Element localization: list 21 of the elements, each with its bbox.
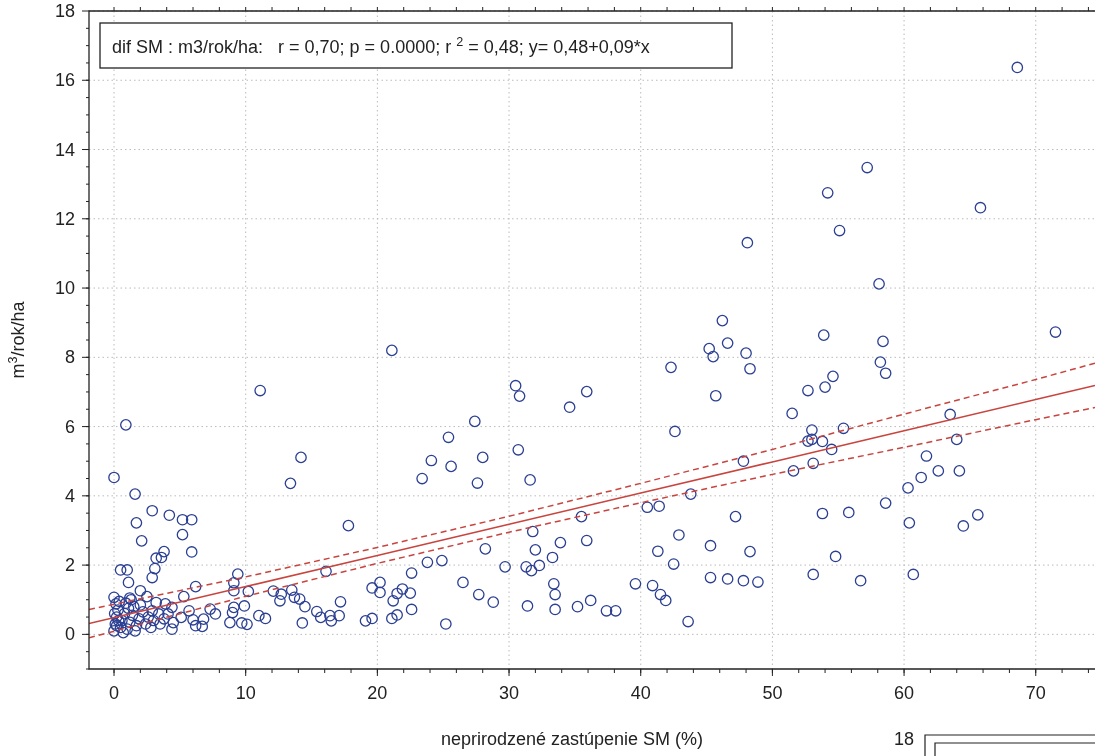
y-tick-label: 6 (64, 416, 75, 437)
x-tick-label: 20 (367, 683, 388, 703)
x-tick-label: 70 (1025, 683, 1046, 703)
y-tick-label: 2 (64, 555, 75, 576)
x-tick-label: 50 (762, 683, 783, 703)
y-tick-label: 18 (54, 1, 75, 21)
x-tick-label: 40 (630, 683, 651, 703)
y-tick-label: 0 (64, 624, 75, 645)
y-tick-label: 8 (64, 347, 75, 368)
y-tick-label: 10 (54, 278, 75, 299)
x-tick-label: 30 (499, 683, 520, 703)
y-tick-label: 4 (64, 485, 75, 506)
x-axis-title: neprirodzené zastúpenie SM (%) (440, 729, 704, 749)
y-tick-label: 16 (54, 70, 75, 91)
x-tick-label: 0 (109, 683, 120, 703)
x-tick-label: 60 (894, 683, 915, 703)
x-tick-label: 10 (235, 683, 256, 703)
y-tick-label: 14 (54, 139, 75, 160)
text: 18 (894, 729, 915, 749)
y-tick-label: 12 (54, 208, 75, 229)
annotation: dif SM : m3/rok/ha: r = 0,70; p = 0.0000; r $^{2}$ = 0,48; y= 0,48+0,09*x (112, 35, 650, 57)
